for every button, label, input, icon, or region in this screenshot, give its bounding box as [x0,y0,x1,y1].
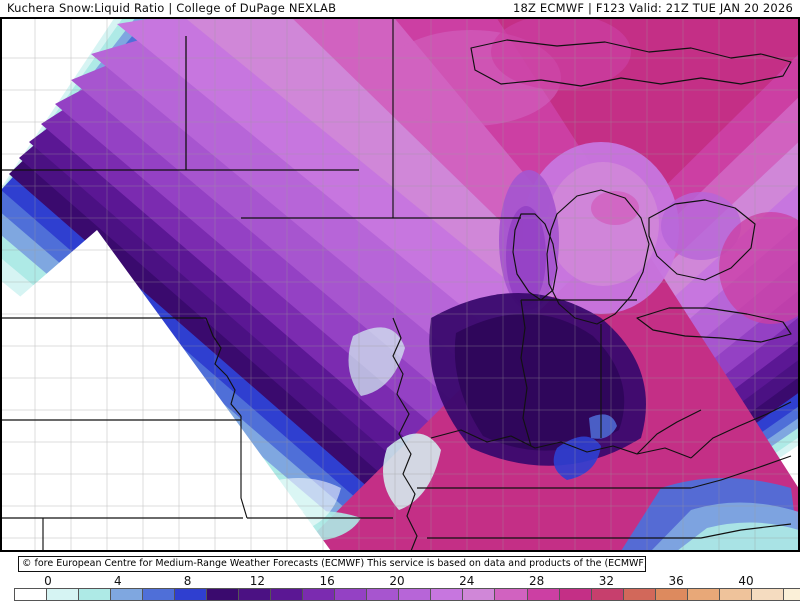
colorbar-tick-12: 12 [249,574,266,588]
colorbar-swatch-10 [335,589,368,600]
colorbar-tick-24: 24 [459,574,475,588]
colorbar-tick-40: 40 [738,574,754,588]
colorbar-tick-28: 28 [528,574,545,588]
colorbar-tick-32: 32 [598,574,615,588]
colorbar: 0 4 8 12 16 20 24 28 32 36 40 [0,574,800,601]
colorbar-swatch-14 [463,589,496,600]
colorbar-tick-20: 20 [389,574,405,588]
colorbar-swatch-16 [527,589,560,600]
colorbar-swatches [14,588,800,601]
map-frame[interactable] [0,17,800,552]
colorbar-tick-36: 36 [668,574,684,588]
colorbar-tick-8: 8 [183,574,192,588]
ecmwf-attribution: © fore European Centre for Medium-Range … [18,556,646,572]
colorbar-swatch-12 [399,589,432,600]
colorbar-swatch-18 [591,589,624,600]
state-boundaries [1,18,792,551]
colorbar-tick-labels: 0 4 8 12 16 20 24 28 32 36 40 [0,574,800,588]
colorbar-swatch-20 [655,589,688,600]
colorbar-swatch-24 [783,589,800,600]
colorbar-swatch-6 [207,589,240,600]
colorbar-swatch-3 [111,589,144,600]
model-run-valid-time: 18Z ECMWF | F123 Valid: 21Z TUE JAN 20 2… [512,1,793,15]
colorbar-swatch-5 [175,589,208,600]
colorbar-swatch-13 [431,589,464,600]
ratio-contour-fill [1,18,799,551]
map-header: Kuchera Snow:Liquid Ratio | College of D… [0,0,800,17]
colorbar-tick-4: 4 [113,574,122,588]
colorbar-tick-16: 16 [319,574,335,588]
colorbar-swatch-21 [687,589,720,600]
county-boundaries [1,18,799,551]
colorbar-swatch-17 [559,589,592,600]
colorbar-swatch-23 [751,589,784,600]
colorbar-swatch-11 [367,589,400,600]
page-title: Kuchera Snow:Liquid Ratio | College of D… [7,1,337,15]
colorbar-swatch-7 [239,589,272,600]
colorbar-swatch-4 [143,589,176,600]
colorbar-swatch-9 [303,589,336,600]
colorbar-swatch-1 [47,589,80,600]
colorbar-swatch-8 [271,589,304,600]
colorbar-swatch-2 [79,589,112,600]
colorbar-swatch-15 [495,589,528,600]
colorbar-swatch-0 [15,589,48,600]
colorbar-swatch-19 [623,589,656,600]
map-canvas[interactable] [1,18,799,551]
colorbar-tick-0: 0 [44,574,52,588]
colorbar-swatch-22 [719,589,752,600]
